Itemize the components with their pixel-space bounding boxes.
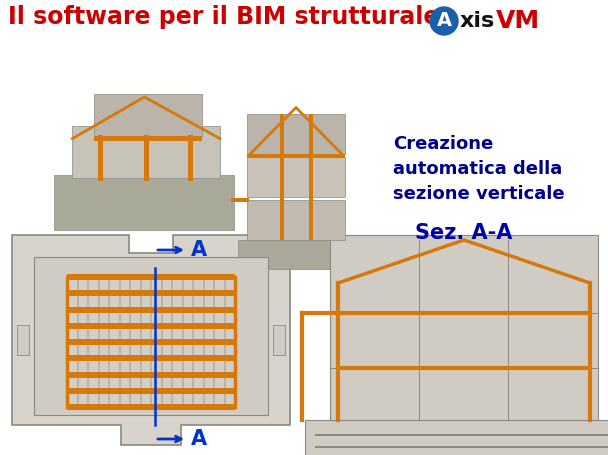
Polygon shape xyxy=(12,235,290,445)
Text: xis: xis xyxy=(460,11,496,31)
Text: A: A xyxy=(191,240,207,260)
Bar xyxy=(94,94,202,136)
Bar xyxy=(67,388,235,394)
Bar xyxy=(67,290,235,296)
Text: A: A xyxy=(191,429,207,449)
Bar xyxy=(247,157,345,197)
Bar xyxy=(192,277,194,407)
Bar xyxy=(129,277,131,407)
Bar xyxy=(330,235,598,420)
Bar xyxy=(108,277,110,407)
Bar xyxy=(238,239,354,269)
Bar xyxy=(119,277,120,407)
Bar xyxy=(315,446,608,448)
Text: Sez. A-A: Sez. A-A xyxy=(415,223,513,243)
Bar xyxy=(97,277,100,407)
Text: Il software per il BIM strutturale: Il software per il BIM strutturale xyxy=(8,5,440,29)
Bar xyxy=(309,114,313,239)
Polygon shape xyxy=(34,257,268,415)
Bar xyxy=(67,277,235,407)
Bar xyxy=(87,277,89,407)
Bar xyxy=(67,339,235,345)
Bar xyxy=(67,371,235,378)
Bar xyxy=(202,277,204,407)
Bar xyxy=(67,323,235,329)
Bar xyxy=(139,277,142,407)
Bar xyxy=(66,277,68,407)
Bar xyxy=(67,274,235,280)
Bar xyxy=(145,135,150,181)
Bar xyxy=(161,277,162,407)
Text: Creazione
automatica della
sezione verticale: Creazione automatica della sezione verti… xyxy=(393,135,565,203)
Bar xyxy=(150,277,152,407)
Bar xyxy=(273,325,285,355)
Bar xyxy=(72,126,220,177)
Text: VM: VM xyxy=(496,9,540,33)
Bar xyxy=(305,420,608,455)
Bar xyxy=(280,114,285,239)
Circle shape xyxy=(430,7,458,35)
Bar xyxy=(234,277,236,407)
Bar xyxy=(54,175,235,230)
Bar xyxy=(98,135,103,181)
Bar xyxy=(224,277,226,407)
Bar xyxy=(67,355,235,361)
Bar xyxy=(247,200,345,239)
Bar xyxy=(17,325,29,355)
Bar xyxy=(171,277,173,407)
Bar xyxy=(188,135,193,181)
Bar xyxy=(67,404,235,410)
Bar xyxy=(247,114,345,154)
Bar xyxy=(77,277,78,407)
Bar xyxy=(182,277,184,407)
Bar xyxy=(231,198,249,202)
Bar xyxy=(67,307,235,313)
Bar xyxy=(94,136,202,141)
Bar xyxy=(247,154,345,158)
Bar xyxy=(67,277,235,407)
Bar xyxy=(213,277,215,407)
Text: A: A xyxy=(437,11,452,30)
Bar xyxy=(315,434,608,436)
